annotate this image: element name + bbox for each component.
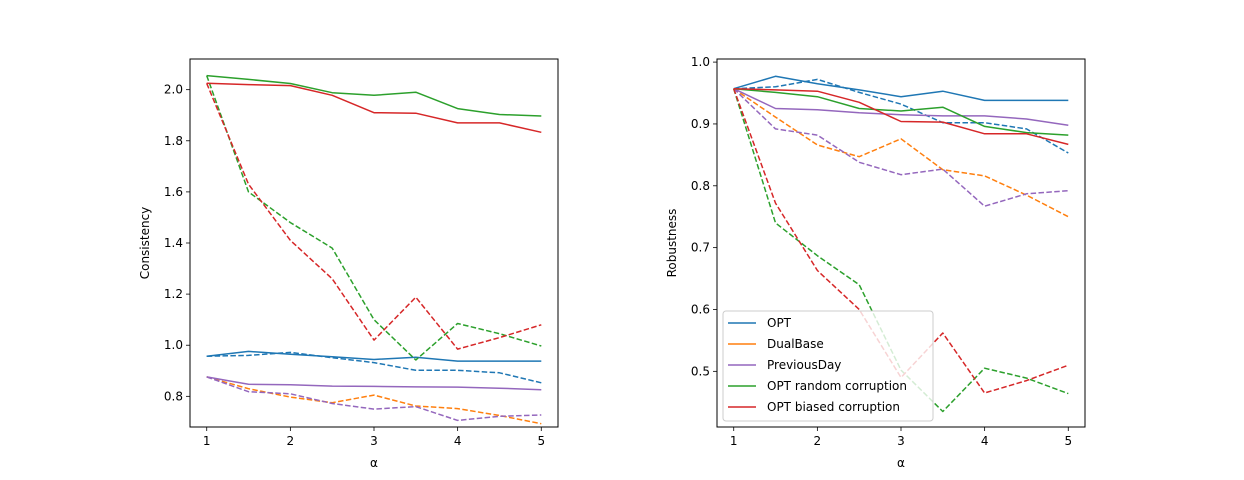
x-axis-label: α [897,456,905,470]
y-tick-label: 0.6 [691,302,710,316]
x-tick-label: 1 [203,434,211,448]
x-tick-label: 1 [730,434,738,448]
series-line-dualbase-dashed [733,88,1069,218]
y-tick-label: 0.7 [691,241,710,255]
series-line-opt-dashed [733,78,1069,154]
y-tick-label: 0.8 [691,179,710,193]
legend-label-opt-biased-corruption: OPT biased corruption [767,400,900,414]
legend-label-dualbase: DualBase [767,337,824,351]
legend: OPT DualBase PreviousDay OPT random corr… [722,310,934,422]
legend-label-opt-random-corruption: OPT random corruption [767,379,907,393]
series-line-opt-random-corruption-solid [206,74,542,117]
axis-ticks: 1 2 3 4 5 0.8 1.0 1.2 1.4 1.6 1.8 2.0 [164,83,545,448]
y-tick-label: 1.2 [164,287,183,301]
series-line-opt-solid [206,350,542,362]
axis-ticks: 1 2 3 4 5 0.5 0.6 0.7 0.8 0.9 1.0 [691,55,1072,448]
series-line-previousday-solid [733,88,1069,126]
x-tick-label: 3 [370,434,378,448]
x-tick-label: 2 [287,434,295,448]
y-tick-label: 1.0 [691,55,710,69]
y-axis-label: Consistency [138,207,152,280]
y-tick-label: 0.8 [164,389,183,403]
series-line-opt-random-corruption-solid [733,87,1069,136]
series-line-opt-solid [733,75,1069,102]
y-tick-label: 1.6 [164,185,183,199]
y-tick-label: 2.0 [164,83,183,97]
y-tick-label: 0.9 [691,117,710,131]
x-tick-label: 4 [454,434,462,448]
legend-frame [722,310,934,422]
series-line-opt-dashed [206,351,542,384]
series-line-previousday-dashed [206,376,542,422]
series-line-previousday-dashed [733,88,1069,207]
x-tick-label: 5 [1064,434,1072,448]
series-group [205,74,542,425]
x-tick-label: 3 [897,434,905,448]
series-line-opt-biased-corruption-solid [733,87,1069,146]
series-line-previousday-solid [206,376,542,391]
series-line-opt-biased-corruption-dashed [732,88,1069,394]
y-tick-label: 0.5 [691,364,710,378]
series-line-dualbase-dashed [206,376,542,425]
robustness-chart: 1 2 3 4 5 0.5 0.6 0.7 0.8 0.9 1.0 α Robustness OPT… [665,55,1086,470]
consistency-chart: 1 2 3 4 5 0.8 1.0 1.2 1.4 1.6 1.8 2.0 α Consistency [138,58,559,470]
y-tick-label: 1.8 [164,134,183,148]
series-group [732,75,1069,413]
series-line-opt-biased-corruption-dashed [206,83,542,350]
y-tick-label: 1.0 [164,338,183,352]
x-tick-label: 4 [981,434,989,448]
legend-label-previousday: PreviousDay [767,358,841,372]
y-tick-label: 1.4 [164,236,183,250]
x-axis-label: α [370,456,378,470]
legend-label-opt: OPT [767,316,792,330]
series-line-opt-biased-corruption-solid [206,82,542,134]
y-axis-label: Robustness [665,209,679,278]
x-tick-label: 2 [814,434,822,448]
x-tick-label: 5 [537,434,545,448]
